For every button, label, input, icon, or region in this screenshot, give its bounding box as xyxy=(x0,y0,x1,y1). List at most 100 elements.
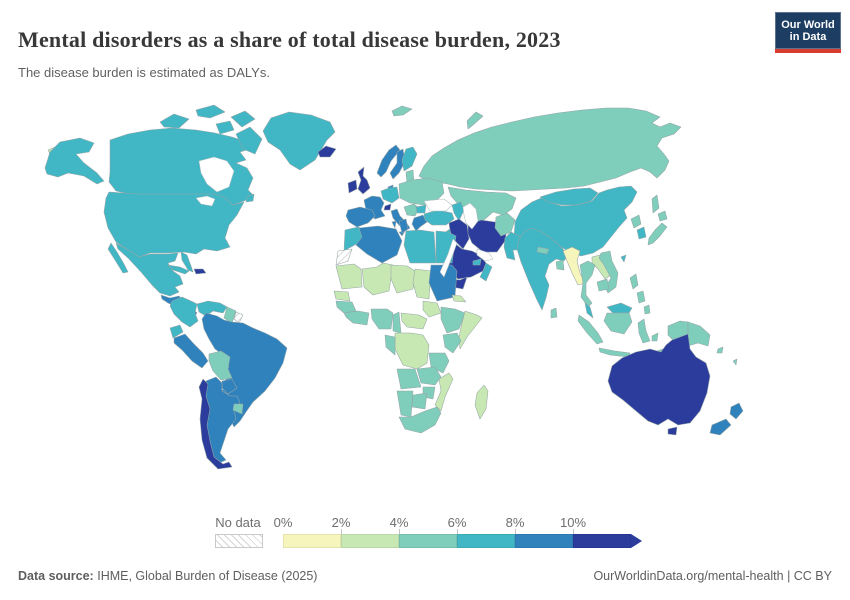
country-new-zealand-south[interactable] xyxy=(709,418,732,436)
country-canada-arctic-2[interactable] xyxy=(195,104,226,119)
country-canada-arctic-3[interactable] xyxy=(230,110,256,128)
country-germany-benelux[interactable] xyxy=(380,186,400,204)
country-cambodia[interactable] xyxy=(596,278,610,292)
country-mali[interactable] xyxy=(361,262,394,296)
country-bangladesh[interactable] xyxy=(555,259,565,271)
country-tasmania[interactable] xyxy=(667,426,678,436)
country-solomon-islands[interactable] xyxy=(716,346,724,354)
country-nigeria[interactable] xyxy=(370,308,394,330)
country-french-guiana[interactable] xyxy=(233,311,244,324)
country-baffin-island[interactable] xyxy=(235,126,263,155)
country-united-states[interactable] xyxy=(103,191,245,258)
country-colombia[interactable] xyxy=(169,296,199,328)
country-ecuador[interactable] xyxy=(169,324,184,339)
country-philippines-mindanao[interactable] xyxy=(643,304,651,315)
country-zambia[interactable] xyxy=(416,366,442,386)
country-spain-portugal[interactable] xyxy=(345,206,376,228)
country-eritrea-djibouti[interactable] xyxy=(451,294,467,303)
country-taiwan[interactable] xyxy=(620,254,627,263)
country-greenland[interactable] xyxy=(262,111,336,171)
country-hispaniola[interactable] xyxy=(193,268,207,275)
country-uruguay[interactable] xyxy=(232,403,244,415)
country-central-eastern-europe[interactable] xyxy=(398,177,445,206)
legend-bin-0-2[interactable] xyxy=(283,534,341,548)
country-malay-peninsula[interactable] xyxy=(584,302,594,319)
country-south-sudan[interactable] xyxy=(422,300,442,318)
country-papua-new-guinea[interactable] xyxy=(687,321,711,347)
country-sardinia[interactable] xyxy=(391,220,397,229)
country-caucasus[interactable] xyxy=(451,201,465,222)
country-vietnam[interactable] xyxy=(598,250,619,294)
country-sweden[interactable] xyxy=(389,148,406,180)
country-sumatra[interactable] xyxy=(577,314,604,345)
country-western-sahara[interactable] xyxy=(335,248,353,266)
country-philippines-luzon[interactable] xyxy=(629,273,639,290)
country-north-korea[interactable] xyxy=(630,214,642,229)
country-niger[interactable] xyxy=(390,264,416,294)
country-venezuela[interactable] xyxy=(196,300,228,317)
country-sakhalin[interactable] xyxy=(651,194,660,214)
country-mauritania[interactable] xyxy=(335,263,363,290)
country-borneo-indonesia[interactable] xyxy=(603,312,633,335)
country-canada-arctic-1[interactable] xyxy=(159,113,190,129)
country-fiji[interactable] xyxy=(732,358,738,366)
country-newfoundland[interactable] xyxy=(245,193,255,203)
country-japan-hokkaido[interactable] xyxy=(657,210,668,222)
country-peru[interactable] xyxy=(173,333,209,369)
country-nepal[interactable] xyxy=(536,246,550,255)
country-namibia[interactable] xyxy=(396,390,414,418)
country-ireland[interactable] xyxy=(347,179,358,194)
country-java[interactable] xyxy=(598,347,631,358)
country-botswana[interactable] xyxy=(411,392,428,410)
legend-bin-8-10[interactable] xyxy=(515,534,573,548)
legend-bin-6-8[interactable] xyxy=(457,534,515,548)
country-gabon-congo[interactable] xyxy=(384,334,396,356)
country-chile[interactable] xyxy=(198,378,233,470)
country-chad[interactable] xyxy=(412,268,432,300)
country-borneo-malaysia[interactable] xyxy=(606,302,633,314)
country-south-africa[interactable] xyxy=(398,406,442,434)
country-libya[interactable] xyxy=(403,229,437,264)
country-russia[interactable] xyxy=(418,107,682,192)
country-norway[interactable] xyxy=(376,144,401,178)
country-thailand[interactable] xyxy=(579,260,596,308)
country-novaya-zemlya[interactable] xyxy=(466,111,484,130)
no-data-swatch[interactable] xyxy=(215,534,263,548)
country-bolivia[interactable] xyxy=(208,350,233,381)
country-bulgaria[interactable] xyxy=(415,204,427,214)
country-south-korea[interactable] xyxy=(636,226,647,240)
country-mexico[interactable] xyxy=(115,242,184,297)
country-philippines-visayas[interactable] xyxy=(636,290,646,304)
country-united-kingdom[interactable] xyxy=(357,166,371,195)
country-tunisia[interactable] xyxy=(398,218,409,234)
country-ethiopia[interactable] xyxy=(440,306,466,334)
country-iceland[interactable] xyxy=(317,145,337,158)
country-cameroon[interactable] xyxy=(392,311,402,334)
country-switzerland[interactable] xyxy=(383,203,392,211)
country-baja-california[interactable] xyxy=(107,242,129,274)
country-guinea-region[interactable] xyxy=(335,300,357,314)
country-new-zealand-north[interactable] xyxy=(729,402,744,420)
country-svalbard[interactable] xyxy=(391,105,413,117)
country-algeria[interactable] xyxy=(355,225,403,264)
country-senegal[interactable] xyxy=(333,290,351,302)
country-mozambique[interactable] xyxy=(434,372,454,412)
country-greece[interactable] xyxy=(411,214,428,232)
country-cuba[interactable] xyxy=(167,264,190,275)
legend-bin-2-4[interactable] xyxy=(341,534,399,548)
country-mongolia[interactable] xyxy=(539,187,599,206)
legend-bin-4-6[interactable] xyxy=(399,534,457,548)
country-madagascar[interactable] xyxy=(474,384,489,420)
country-canada-arctic-4[interactable] xyxy=(215,120,235,135)
country-sulawesi[interactable] xyxy=(637,318,651,344)
country-kenya[interactable] xyxy=(442,332,462,354)
country-central-african-republic[interactable] xyxy=(400,312,428,330)
country-japan[interactable] xyxy=(647,222,668,246)
country-uae-qatar[interactable] xyxy=(472,258,482,266)
country-oman[interactable] xyxy=(479,262,493,282)
country-angola[interactable] xyxy=(396,368,422,390)
country-moluccas[interactable] xyxy=(651,332,659,342)
country-alaska[interactable] xyxy=(44,137,105,185)
country-ghana-ivory-coast[interactable] xyxy=(343,310,370,326)
country-finland[interactable] xyxy=(401,146,418,172)
